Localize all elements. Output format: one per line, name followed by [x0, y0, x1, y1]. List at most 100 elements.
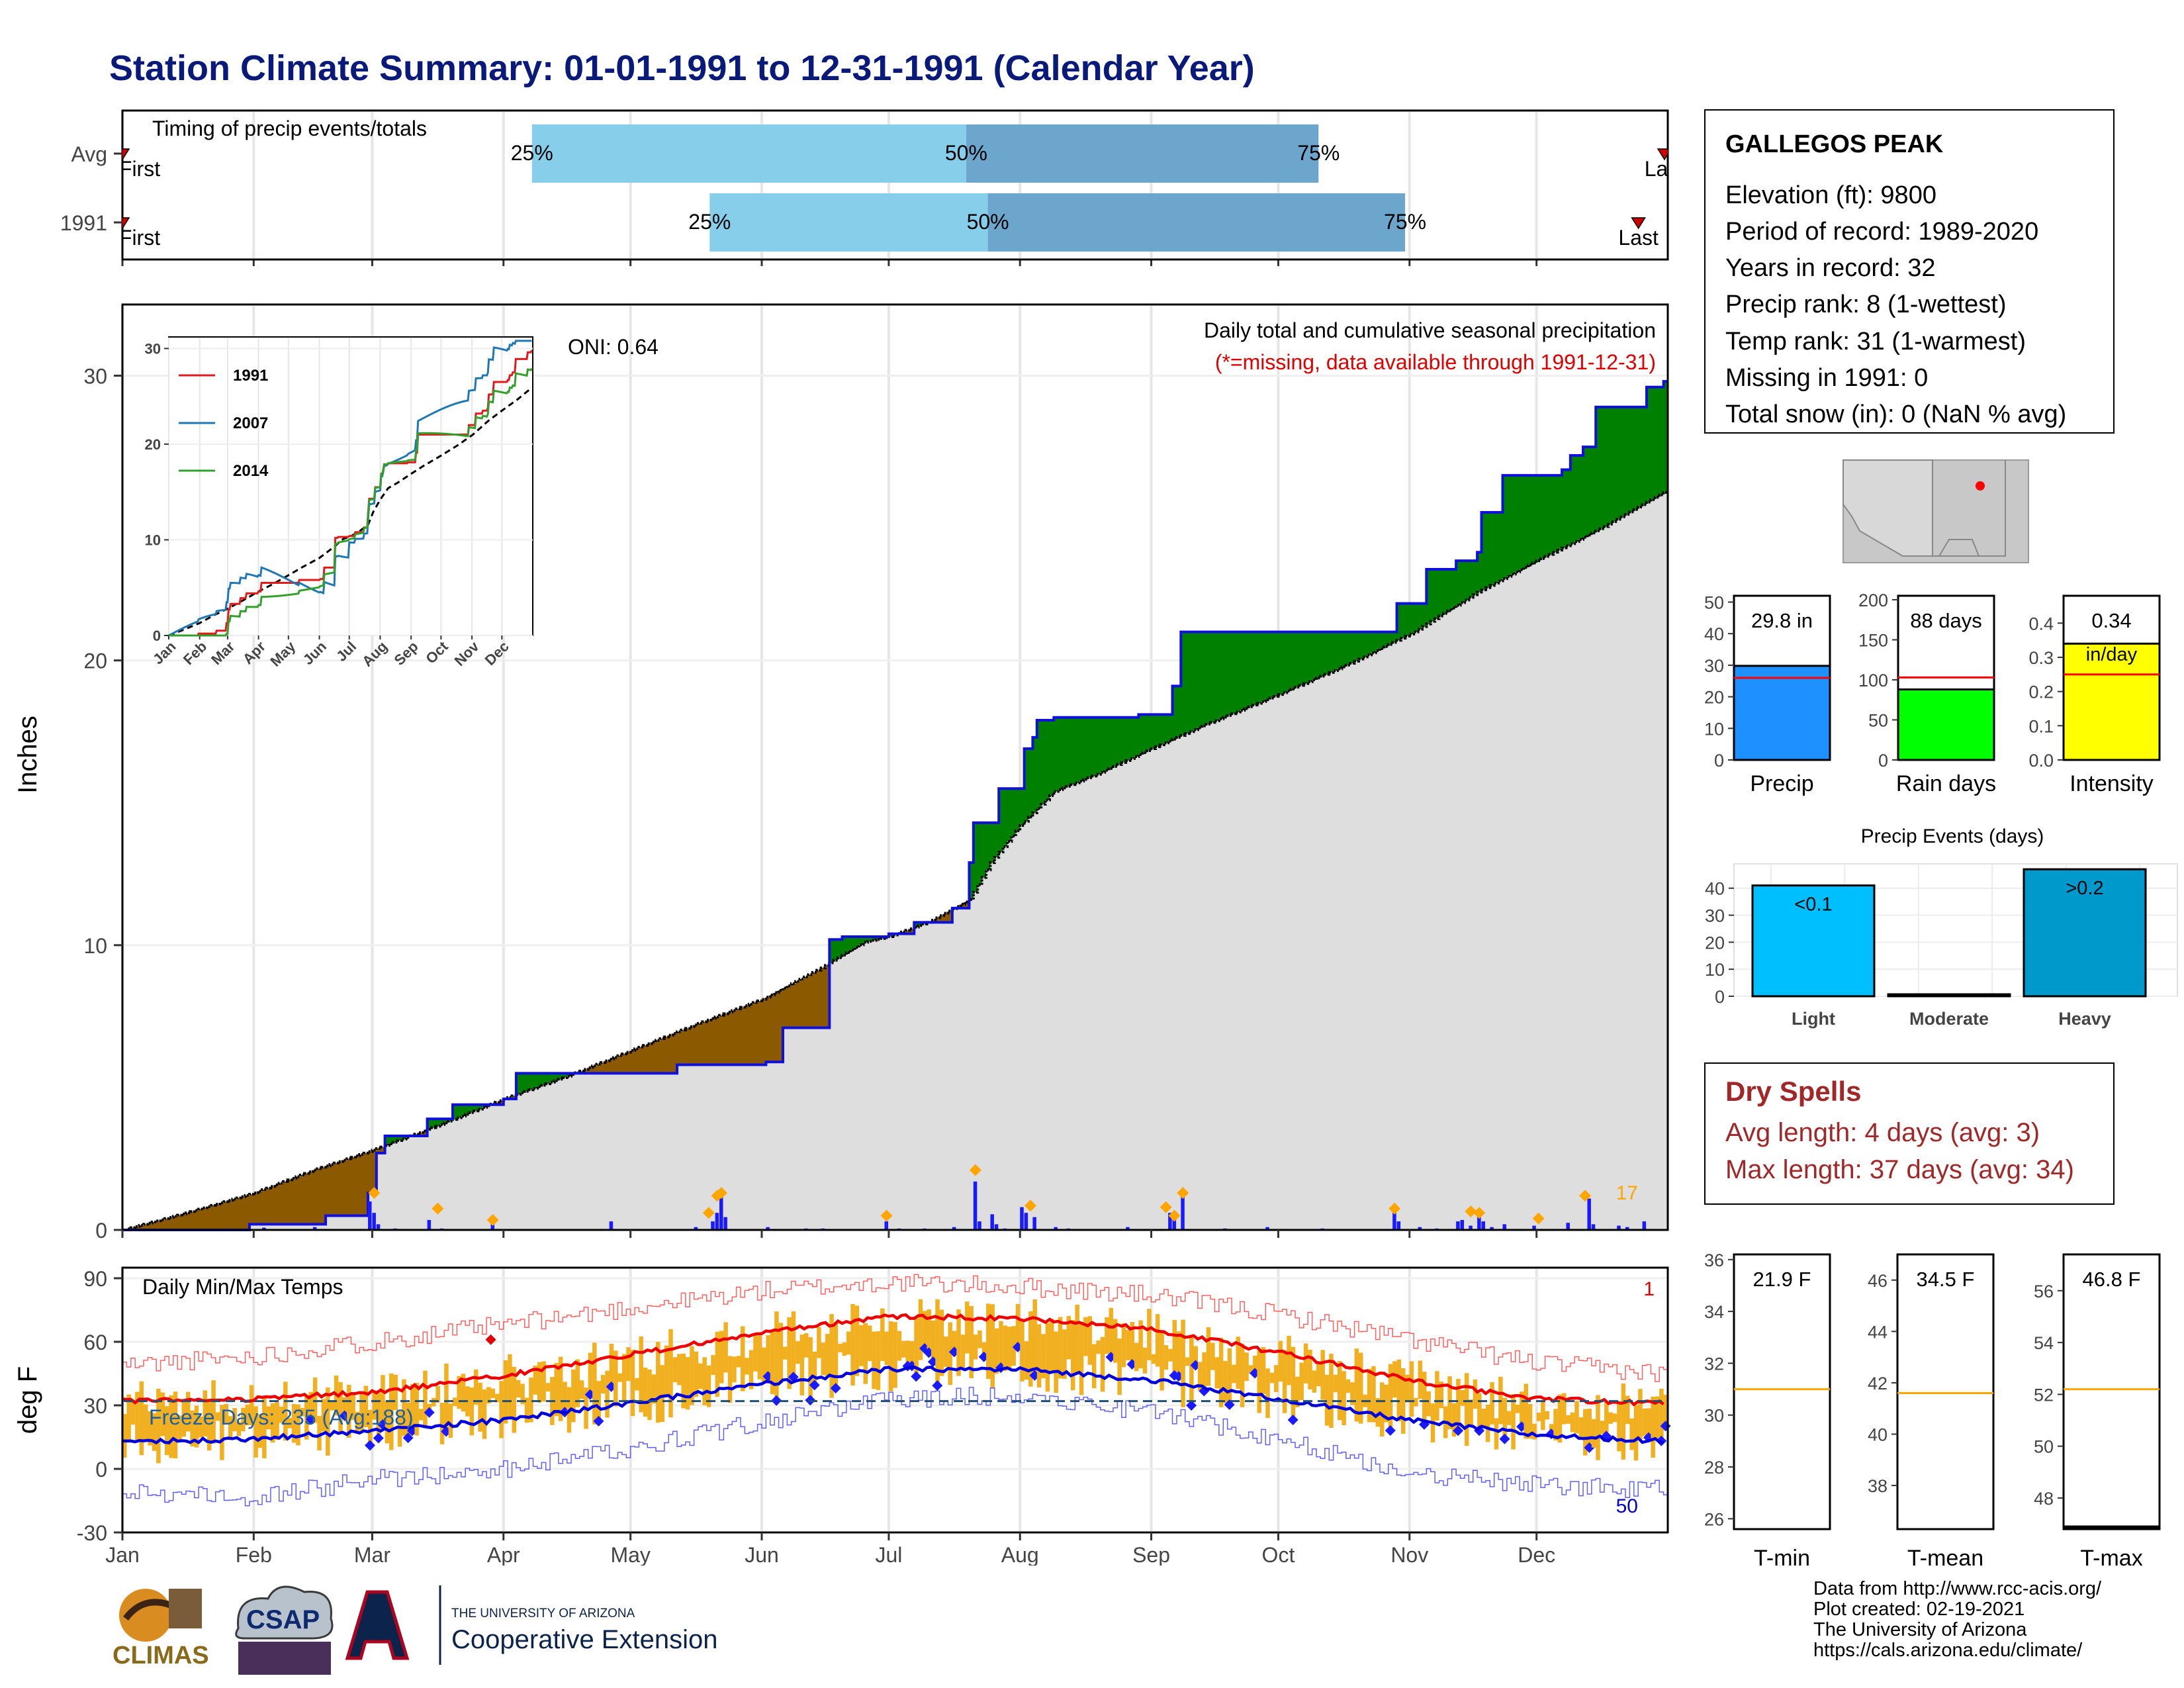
temp-label: Daily Min/Max Temps [142, 1275, 343, 1299]
daily-temp-bar [978, 1330, 982, 1348]
daily-precip-bar [376, 1224, 381, 1230]
daily-temp-bar [1032, 1299, 1037, 1376]
daily-temp-bar [1379, 1382, 1385, 1437]
daily-precip-bar [723, 1217, 727, 1230]
daily-temp-bar [1181, 1319, 1185, 1407]
last-label: Last [1618, 226, 1659, 250]
daily-temp-bar [923, 1311, 927, 1348]
daily-temp-bar [1447, 1376, 1452, 1430]
daily-temp-bar [1345, 1379, 1351, 1393]
daily-temp-bar [1274, 1365, 1279, 1392]
daily-temp-bar [1460, 1389, 1465, 1406]
daily-temp-bar [927, 1309, 931, 1353]
timing-pct-label: 50% [967, 210, 1009, 234]
daily-temp-bar [1553, 1409, 1558, 1441]
daily-temp-bar [1562, 1393, 1567, 1425]
daily-temp-bar [275, 1402, 279, 1440]
timing-bar-lower [531, 124, 966, 183]
heavy-event-marker [702, 1207, 715, 1219]
heavy-event-marker [1473, 1207, 1486, 1219]
record-low-marker [1499, 1433, 1510, 1444]
month-label: Oct [1262, 1543, 1295, 1566]
daily-temp-bar [736, 1356, 741, 1368]
summary-ytick-label: 50 [1868, 711, 1888, 731]
daily-temp-bar [1536, 1413, 1541, 1421]
daily-temp-bar [406, 1402, 411, 1438]
dry-spells-max: Max length: 37 days (avg: 34) [1725, 1155, 2074, 1184]
daily-temp-bar [1278, 1340, 1283, 1382]
daily-temp-bar [1633, 1405, 1639, 1461]
daily-temp-bar [1036, 1324, 1042, 1388]
daily-temp-bar [1490, 1382, 1494, 1425]
daily-temp-bar [537, 1362, 542, 1403]
daily-temp-bar [685, 1357, 690, 1410]
daily-temp-bar [304, 1395, 309, 1440]
summary-ytick-label: 0.0 [2028, 751, 2054, 771]
csap-logo: CSAP [235, 1585, 334, 1675]
daily-temp-bar [270, 1403, 275, 1443]
summary-bar [1733, 665, 1831, 761]
daily-temp-bar [1130, 1322, 1135, 1364]
record-low-marker [932, 1380, 943, 1391]
temp-summary-ytick-label: 36 [1704, 1250, 1724, 1270]
daily-temp-bar [1532, 1423, 1537, 1440]
temp-summary-ytick-label: 42 [1868, 1374, 1888, 1393]
daily-temp-bar [897, 1331, 902, 1361]
daily-temp-bar [1435, 1371, 1439, 1421]
daily-temp-bar [973, 1335, 978, 1360]
daily-temp-bar [359, 1393, 364, 1430]
daily-temp-bar [698, 1363, 703, 1389]
daily-precip-bar [1172, 1219, 1177, 1230]
daily-temp-bar [457, 1376, 461, 1409]
daily-temp-bar [1625, 1395, 1630, 1425]
precip-panel: 0 10 20 30 Inches Daily total and cumulativ… [13, 303, 1669, 1243]
temp-summary-ytick-label: 56 [2034, 1282, 2054, 1301]
daily-temp-bar [1342, 1371, 1346, 1426]
daily-temp-bar [859, 1325, 864, 1366]
inset-xtick-label: Apr [240, 638, 269, 668]
daily-precip-bar [1591, 1224, 1596, 1230]
temp-summary-frame [1896, 1253, 1995, 1530]
daily-temp-bar [1312, 1370, 1317, 1393]
daily-temp-bar [706, 1365, 711, 1407]
daily-precip-bar [1502, 1224, 1507, 1230]
daily-temp-bar [833, 1322, 839, 1389]
daily-temp-bar [143, 1404, 148, 1440]
inset-legend-label: 2014 [233, 462, 269, 480]
daily-temp-bar [1320, 1350, 1325, 1400]
daily-temp-bar [206, 1398, 212, 1451]
record-low-marker [830, 1383, 841, 1394]
inset-ytick-label: 10 [145, 532, 161, 548]
daily-temp-bar [482, 1389, 487, 1439]
month-label: May [610, 1543, 650, 1566]
daily-temp-bar [220, 1405, 224, 1460]
logos: CLIMAS CSAP THE UNIVERSITY OF ARIZONA Co… [113, 1585, 717, 1675]
daily-temp-bar [308, 1391, 313, 1420]
heavy-event-marker [486, 1213, 499, 1226]
daily-temp-bar [355, 1411, 360, 1434]
temp-ytick-label: 0 [95, 1458, 107, 1481]
daily-temp-bar [1075, 1304, 1079, 1374]
summary-ytick-label: 0.2 [2028, 682, 2054, 702]
temp-summary-ytick-label: 38 [1868, 1476, 1888, 1496]
daily-precip-bar [884, 1221, 889, 1230]
station-line: Elevation (ft): 9800 [1725, 181, 1936, 209]
station-line: Missing in 1991: 0 [1725, 364, 1929, 392]
summary-ytick-label: 150 [1858, 631, 1888, 651]
inset-series-line [169, 350, 533, 637]
daily-temp-bar [1354, 1348, 1359, 1422]
daily-temp-bar [512, 1366, 517, 1433]
daily-temp-bar [787, 1317, 792, 1389]
dry-spells-box: Dry Spells Avg length: 4 days (avg: 3) M… [1704, 1062, 2115, 1205]
daily-precip-bar [1617, 1225, 1621, 1230]
daily-temp-bar [291, 1404, 296, 1443]
timing-pct-label: 25% [688, 210, 731, 234]
footer-credits: Data from http://www.rcc-acis.org/ Plot … [1813, 1579, 2101, 1661]
heavy-event-marker [1465, 1205, 1477, 1218]
inset-xtick-label: Oct [422, 637, 451, 667]
daily-precip-bar [715, 1213, 719, 1230]
summary-ytick-label: 0.3 [2028, 648, 2054, 668]
daily-temp-bar [660, 1365, 664, 1423]
record-low-marker [593, 1415, 604, 1427]
daily-temp-bar [1138, 1320, 1143, 1369]
